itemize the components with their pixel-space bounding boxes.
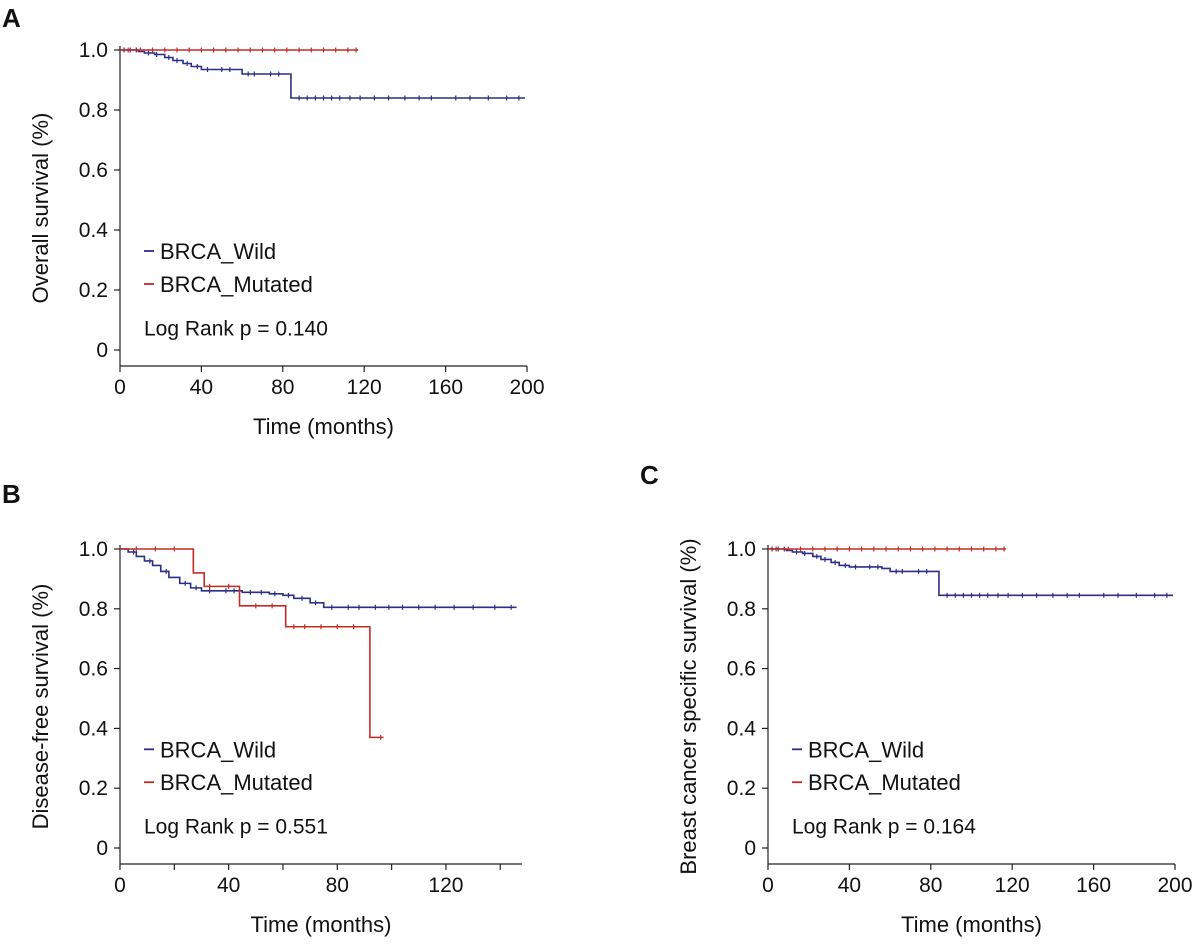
x-tick-label: 160 <box>428 376 463 399</box>
x-tick-label: 160 <box>1076 874 1111 897</box>
legend-label: BRCA_Wild <box>160 737 276 762</box>
panel-b: B 0 0.2 0.4 0.6 0.8 1.0 0 40 80 120 Time (months) Di… <box>2 479 522 937</box>
y-tick-label: 1.0 <box>727 538 756 561</box>
legend-label: BRCA_Mutated <box>160 272 313 297</box>
panel-a: A 0 0.2 0.4 0.6 0.8 1.0 0 40 80 120 160 200 Time (mon… <box>2 3 545 439</box>
x-tick-label: 80 <box>271 376 294 399</box>
y-tick-label: 0.2 <box>727 777 756 800</box>
y-axis-title: Overall survival (%) <box>28 113 53 304</box>
y-tick-label: 0.6 <box>79 159 108 182</box>
y-tick-label: 0.8 <box>79 598 108 621</box>
y-tick-label: 0 <box>96 837 108 860</box>
panel-letter: C <box>640 460 659 490</box>
x-axis-title: Time (months) <box>251 912 392 937</box>
y-tick-label: 0.6 <box>79 658 108 681</box>
panel-c: C 0 0.2 0.4 0.6 0.8 1.0 0 40 80 120 160 200 Time (mon… <box>640 460 1193 937</box>
x-tick-label: 120 <box>347 376 382 399</box>
y-tick-label: 0.4 <box>79 219 109 242</box>
log-rank-annotation: Log Rank p = 0.140 <box>144 318 328 341</box>
y-tick-label: 0.8 <box>79 99 108 122</box>
y-tick-label: 0 <box>96 339 108 362</box>
x-tick-label: 0 <box>114 376 126 399</box>
x-axis-title: Time (months) <box>253 414 394 439</box>
series-line-brca-wild <box>120 49 525 99</box>
x-tick-label: 0 <box>762 874 774 897</box>
legend-label: BRCA_Wild <box>160 239 276 264</box>
series-line-brca-wild <box>768 548 1173 597</box>
y-tick-label: 0.6 <box>727 658 756 681</box>
series-line-brca-mutated <box>120 548 384 739</box>
x-tick-label: 80 <box>919 874 942 897</box>
x-tick-label: 40 <box>217 874 240 897</box>
x-tick-label: 200 <box>509 376 544 399</box>
legend-label: BRCA_Mutated <box>160 770 313 795</box>
x-tick-label: 80 <box>326 874 349 897</box>
legend-label: BRCA_Wild <box>808 737 924 762</box>
x-tick-label: 120 <box>428 874 463 897</box>
panel-letter: B <box>2 479 21 509</box>
log-rank-annotation: Log Rank p = 0.551 <box>144 816 328 839</box>
y-tick-label: 0.4 <box>727 717 757 740</box>
panel-letter: A <box>2 3 21 33</box>
y-tick-label: 0.4 <box>79 717 109 740</box>
y-tick-label: 0.2 <box>79 279 108 302</box>
y-axis-title: Disease-free survival (%) <box>28 584 53 830</box>
x-tick-label: 0 <box>114 874 126 897</box>
log-rank-annotation: Log Rank p = 0.164 <box>792 816 976 839</box>
x-axis-title: Time (months) <box>901 912 1042 937</box>
y-tick-label: 1.0 <box>79 39 108 62</box>
y-tick-label: 1.0 <box>79 538 108 561</box>
y-tick-label: 0.8 <box>727 598 756 621</box>
y-tick-label: 0 <box>744 837 756 860</box>
y-axis-title: Breast cancer specific survival (%) <box>676 538 701 874</box>
y-tick-label: 0.2 <box>79 777 108 800</box>
legend-label: BRCA_Mutated <box>808 770 961 795</box>
x-tick-label: 120 <box>995 874 1030 897</box>
x-tick-label: 40 <box>190 376 213 399</box>
x-tick-label: 40 <box>838 874 861 897</box>
series-line-brca-wild <box>120 548 517 609</box>
x-tick-label: 200 <box>1157 874 1192 897</box>
